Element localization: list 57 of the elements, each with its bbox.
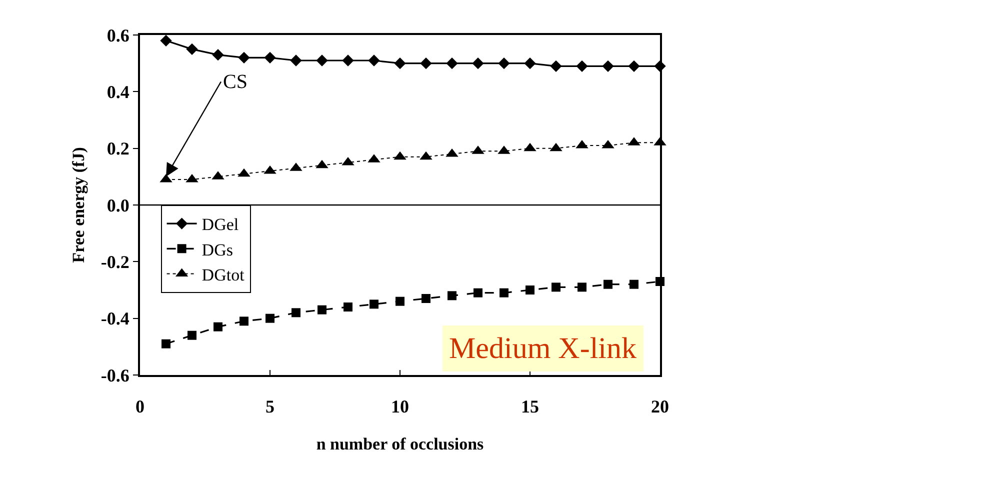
y-tick-label: -0.4 bbox=[100, 308, 130, 329]
point bbox=[368, 54, 380, 66]
y-tick-label: -0.6 bbox=[100, 365, 130, 386]
legend-label: DGel bbox=[202, 215, 239, 234]
point bbox=[344, 302, 352, 312]
point bbox=[578, 282, 586, 292]
point bbox=[160, 34, 172, 47]
point bbox=[552, 282, 560, 292]
point bbox=[526, 286, 534, 294]
point bbox=[630, 280, 638, 289]
y-tick-label: 0.2 bbox=[106, 138, 130, 159]
legend-label: DGs bbox=[202, 240, 233, 260]
x-tick-label: 15 bbox=[521, 396, 539, 417]
point bbox=[498, 57, 510, 70]
point bbox=[524, 57, 536, 70]
point bbox=[422, 294, 430, 303]
x-tick-label: 20 bbox=[651, 396, 669, 417]
point bbox=[448, 291, 456, 300]
point bbox=[576, 60, 588, 72]
point bbox=[604, 280, 612, 289]
y-tick-label: 0.0 bbox=[106, 195, 130, 216]
point bbox=[186, 43, 198, 56]
y-tick-label: -0.2 bbox=[100, 252, 130, 272]
point bbox=[370, 300, 378, 309]
point bbox=[628, 60, 640, 72]
y-tick-label: 0.4 bbox=[106, 82, 130, 102]
annotation: CS bbox=[223, 71, 248, 93]
point bbox=[550, 60, 562, 72]
point bbox=[472, 57, 484, 70]
point bbox=[396, 296, 404, 306]
point bbox=[394, 57, 406, 70]
point bbox=[290, 54, 302, 66]
point bbox=[240, 316, 248, 326]
point bbox=[162, 339, 170, 348]
point bbox=[266, 314, 274, 323]
x-axis-title: n number of occlusions bbox=[316, 434, 484, 454]
point bbox=[602, 60, 614, 72]
x-tick-label: 5 bbox=[266, 396, 274, 417]
point bbox=[212, 48, 224, 61]
point bbox=[292, 308, 300, 318]
point bbox=[238, 52, 250, 64]
legend-label: DGtot bbox=[202, 265, 245, 284]
y-axis-title: Free energy (fJ) bbox=[68, 147, 88, 263]
point bbox=[214, 322, 222, 332]
point bbox=[264, 52, 276, 64]
point bbox=[342, 54, 354, 66]
point bbox=[446, 57, 458, 70]
point bbox=[316, 54, 328, 66]
point bbox=[420, 57, 432, 70]
point bbox=[474, 288, 482, 298]
x-tick-label: 0 bbox=[136, 396, 144, 417]
x-tick-label: 10 bbox=[391, 396, 409, 417]
point bbox=[500, 288, 508, 298]
y-tick-label: 0.6 bbox=[106, 25, 130, 46]
point bbox=[188, 330, 196, 340]
point bbox=[318, 305, 326, 314]
annotation: Medium X-link bbox=[449, 332, 636, 365]
